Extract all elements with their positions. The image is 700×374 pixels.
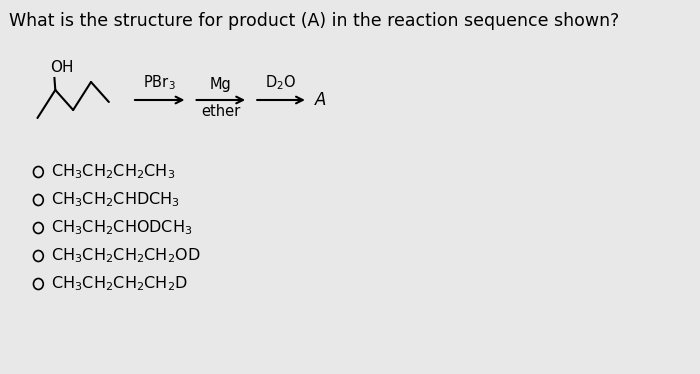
Text: $\mathregular{CH_3CH_2CH_2CH_2OD}$: $\mathregular{CH_3CH_2CH_2CH_2OD}$ [51, 246, 201, 265]
Text: OH: OH [50, 60, 74, 75]
Text: $\mathregular{CH_3CH_2CHODCH_3}$: $\mathregular{CH_3CH_2CHODCH_3}$ [51, 219, 192, 237]
Text: $\mathregular{CH_3CH_2CH_2CH_3}$: $\mathregular{CH_3CH_2CH_2CH_3}$ [51, 163, 175, 181]
Text: PBr$_3$: PBr$_3$ [144, 73, 176, 92]
Text: $\mathregular{CH_3CH_2CHDCH_3}$: $\mathregular{CH_3CH_2CHDCH_3}$ [51, 191, 180, 209]
Text: Mg: Mg [210, 77, 232, 92]
Text: ether: ether [201, 104, 240, 119]
Text: What is the structure for product (A) in the reaction sequence shown?: What is the structure for product (A) in… [9, 12, 620, 30]
Text: $\mathregular{CH_3CH_2CH_2CH_2D}$: $\mathregular{CH_3CH_2CH_2CH_2D}$ [51, 275, 188, 293]
Text: D$_2$O: D$_2$O [265, 73, 297, 92]
Text: A: A [315, 91, 326, 109]
